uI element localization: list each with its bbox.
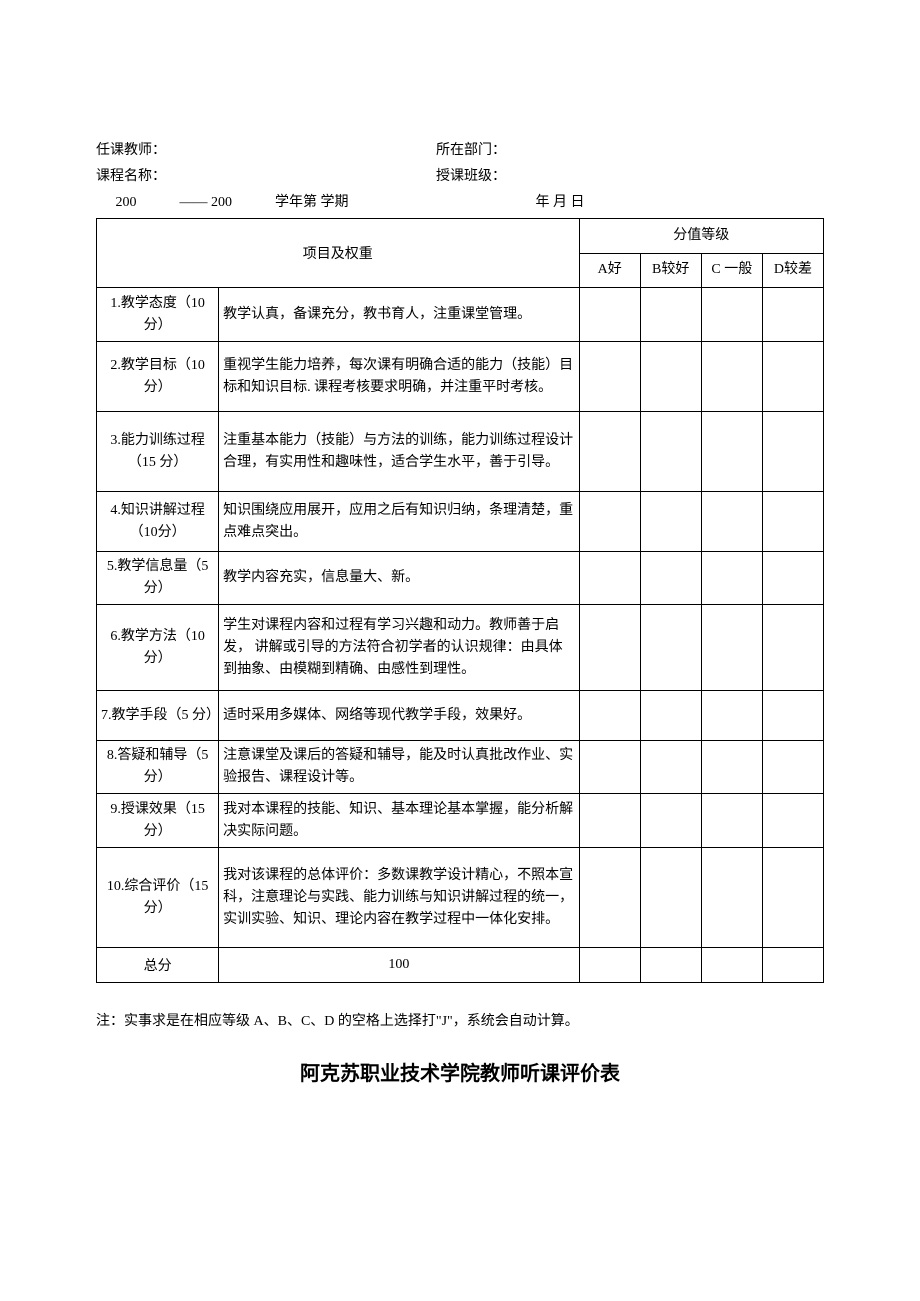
year-dash: ——: [180, 192, 208, 214]
year-row: 200 —— 200 学年第 学期 年 月 日: [96, 192, 824, 214]
item-cell: 9.授课效果（15分）: [97, 794, 219, 848]
grade-cell-a[interactable]: [579, 848, 640, 948]
page-title: 阿克苏职业技术学院教师听课评价表: [96, 1057, 824, 1086]
grade-cell-c[interactable]: [701, 848, 762, 948]
year-prefix-1: 200: [116, 192, 137, 214]
grade-cell-d[interactable]: [762, 552, 823, 605]
grade-cell-c[interactable]: [701, 288, 762, 342]
table-row: 1.教学态度（10分）教学认真，备课充分，教书育人，注重课堂管理。: [97, 288, 824, 342]
grade-cell-c[interactable]: [701, 342, 762, 412]
grade-cell-d[interactable]: [762, 691, 823, 741]
grade-cell-c[interactable]: [701, 492, 762, 552]
grade-cell-c[interactable]: [701, 691, 762, 741]
total-row: 总分 100: [97, 948, 824, 983]
desc-cell: 适时采用多媒体、网络等现代教学手段，效果好。: [219, 691, 579, 741]
desc-cell: 我对该课程的总体评价：多数课教学设计精心，不照本宣科，注意理论与实践、能力训练与…: [219, 848, 579, 948]
desc-cell: 我对本课程的技能、知识、基本理论基本掌握，能分析解决实际问题。: [219, 794, 579, 848]
total-label: 总分: [97, 948, 219, 983]
grade-cell-d[interactable]: [762, 605, 823, 691]
grade-cell-b[interactable]: [640, 741, 701, 794]
table-row: 10.综合评价（15分）我对该课程的总体评价：多数课教学设计精心，不照本宣科，注…: [97, 848, 824, 948]
grade-cell-c[interactable]: [701, 412, 762, 492]
table-row: 8.答疑和辅导（5分）注意课堂及课后的答疑和辅导，能及时认真批改作业、实验报告、…: [97, 741, 824, 794]
grade-cell-b[interactable]: [640, 412, 701, 492]
header-c: C 一般: [701, 253, 762, 288]
table-row: 6.教学方法（10 分）学生对课程内容和过程有学习兴趣和动力。教师善于启发， 讲…: [97, 605, 824, 691]
grade-cell-a[interactable]: [579, 492, 640, 552]
header-b: B较好: [640, 253, 701, 288]
table-row: 9.授课效果（15分）我对本课程的技能、知识、基本理论基本掌握，能分析解决实际问…: [97, 794, 824, 848]
date-text: 年 月 日: [536, 192, 585, 214]
item-cell: 6.教学方法（10 分）: [97, 605, 219, 691]
header-grade-group: 分值等级: [579, 219, 823, 254]
course-label: 课程名称：: [96, 166, 436, 188]
table-row: 4.知识讲解过程（10分）知识围绕应用展开，应用之后有知识归纳，条理清楚，重点难…: [97, 492, 824, 552]
grade-cell-d[interactable]: [762, 342, 823, 412]
desc-cell: 知识围绕应用展开，应用之后有知识归纳，条理清楚，重点难点突出。: [219, 492, 579, 552]
item-cell: 4.知识讲解过程（10分）: [97, 492, 219, 552]
total-b[interactable]: [640, 948, 701, 983]
table-row: 5.教学信息量（5分）教学内容充实，信息量大、新。: [97, 552, 824, 605]
grade-cell-b[interactable]: [640, 288, 701, 342]
table-row: 7.教学手段（5 分）适时采用多媒体、网络等现代教学手段，效果好。: [97, 691, 824, 741]
grade-cell-a[interactable]: [579, 794, 640, 848]
grade-cell-c[interactable]: [701, 605, 762, 691]
item-cell: 10.综合评价（15分）: [97, 848, 219, 948]
grade-cell-b[interactable]: [640, 552, 701, 605]
grade-cell-d[interactable]: [762, 794, 823, 848]
grade-cell-a[interactable]: [579, 552, 640, 605]
teacher-label: 任课教师：: [96, 140, 436, 162]
item-cell: 5.教学信息量（5分）: [97, 552, 219, 605]
class-label: 授课班级：: [436, 166, 824, 188]
grade-cell-a[interactable]: [579, 288, 640, 342]
grade-cell-a[interactable]: [579, 741, 640, 794]
grade-cell-b[interactable]: [640, 605, 701, 691]
info-row-1: 任课教师： 所在部门：: [96, 140, 824, 162]
grade-cell-b[interactable]: [640, 691, 701, 741]
desc-cell: 重视学生能力培养，每次课有明确合适的能力（技能）目标和知识目标. 课程考核要求明…: [219, 342, 579, 412]
desc-cell: 教学认真，备课充分，教书育人，注重课堂管理。: [219, 288, 579, 342]
header-d: D较差: [762, 253, 823, 288]
grade-cell-a[interactable]: [579, 412, 640, 492]
item-cell: 3.能力训练过程（15 分）: [97, 412, 219, 492]
grade-cell-d[interactable]: [762, 412, 823, 492]
item-cell: 7.教学手段（5 分）: [97, 691, 219, 741]
grade-cell-b[interactable]: [640, 342, 701, 412]
header-items: 项目及权重: [97, 219, 580, 288]
grade-cell-d[interactable]: [762, 288, 823, 342]
item-cell: 2.教学目标（10分）: [97, 342, 219, 412]
total-a[interactable]: [579, 948, 640, 983]
total-c[interactable]: [701, 948, 762, 983]
grade-cell-d[interactable]: [762, 492, 823, 552]
grade-cell-d[interactable]: [762, 848, 823, 948]
table-row: 2.教学目标（10分）重视学生能力培养，每次课有明确合适的能力（技能）目标和知识…: [97, 342, 824, 412]
grade-cell-b[interactable]: [640, 848, 701, 948]
dept-label: 所在部门：: [436, 140, 824, 162]
header-a: A好: [579, 253, 640, 288]
footnote: 注：实事求是在相应等级 A、B、C、D 的空格上选择打"J"，系统会自动计算。: [96, 1011, 824, 1033]
item-cell: 8.答疑和辅导（5分）: [97, 741, 219, 794]
desc-cell: 学生对课程内容和过程有学习兴趣和动力。教师善于启发， 讲解或引导的方法符合初学者…: [219, 605, 579, 691]
total-d[interactable]: [762, 948, 823, 983]
total-value: 100: [219, 948, 579, 983]
grade-cell-c[interactable]: [701, 741, 762, 794]
evaluation-table: 项目及权重 分值等级 A好 B较好 C 一般 D较差 1.教学态度（10分）教学…: [96, 218, 824, 983]
info-row-2: 课程名称： 授课班级：: [96, 166, 824, 188]
desc-cell: 注意课堂及课后的答疑和辅导，能及时认真批改作业、实验报告、课程设计等。: [219, 741, 579, 794]
semester-text: 学年第 学期: [275, 192, 349, 214]
grade-cell-b[interactable]: [640, 492, 701, 552]
grade-cell-b[interactable]: [640, 794, 701, 848]
grade-cell-a[interactable]: [579, 342, 640, 412]
year-prefix-2: 200: [211, 192, 232, 214]
grade-cell-c[interactable]: [701, 794, 762, 848]
grade-cell-a[interactable]: [579, 605, 640, 691]
desc-cell: 注重基本能力（技能）与方法的训练，能力训练过程设计合理，有实用性和趣味性，适合学…: [219, 412, 579, 492]
page-container: 任课教师： 所在部门： 课程名称： 授课班级： 200 —— 200 学年第 学…: [0, 0, 920, 1146]
table-row: 3.能力训练过程（15 分）注重基本能力（技能）与方法的训练，能力训练过程设计合…: [97, 412, 824, 492]
grade-cell-a[interactable]: [579, 691, 640, 741]
item-cell: 1.教学态度（10分）: [97, 288, 219, 342]
grade-cell-c[interactable]: [701, 552, 762, 605]
desc-cell: 教学内容充实，信息量大、新。: [219, 552, 579, 605]
grade-cell-d[interactable]: [762, 741, 823, 794]
